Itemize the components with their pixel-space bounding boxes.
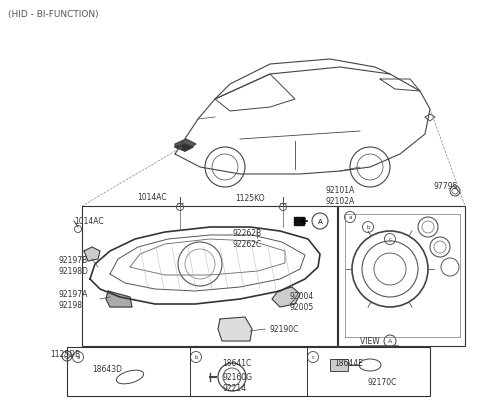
- Polygon shape: [272, 287, 300, 307]
- Text: 92197B
92198D: 92197B 92198D: [58, 255, 88, 275]
- Text: 92262B
92262C: 92262B 92262C: [232, 229, 261, 249]
- Text: 18644E: 18644E: [334, 358, 363, 368]
- Text: c: c: [388, 237, 392, 242]
- Bar: [338, 207, 465, 346]
- Text: 1014AC: 1014AC: [74, 217, 104, 226]
- Polygon shape: [218, 317, 252, 341]
- Text: 1014AC: 1014AC: [137, 193, 167, 202]
- Text: 97795: 97795: [433, 182, 457, 191]
- Text: VIEW: VIEW: [360, 337, 382, 346]
- Text: 92004
92005: 92004 92005: [290, 291, 314, 311]
- Bar: [330, 359, 348, 371]
- Polygon shape: [106, 291, 132, 307]
- Polygon shape: [175, 140, 196, 152]
- Text: A: A: [388, 339, 392, 344]
- Text: c: c: [312, 354, 314, 360]
- Bar: [82, 207, 337, 346]
- Text: 18641C: 18641C: [222, 358, 251, 368]
- Polygon shape: [84, 247, 100, 261]
- Polygon shape: [175, 145, 193, 152]
- Text: 92170C: 92170C: [368, 378, 397, 387]
- Text: 92160G
92214: 92160G 92214: [222, 372, 252, 392]
- Text: b: b: [366, 225, 370, 230]
- Text: 92190C: 92190C: [270, 325, 300, 334]
- Text: 1125KO: 1125KO: [235, 194, 265, 203]
- Text: 92101A
92102A: 92101A 92102A: [325, 186, 354, 206]
- Polygon shape: [294, 217, 304, 225]
- Bar: [67, 347, 430, 396]
- Text: 1125DB: 1125DB: [50, 350, 80, 358]
- Text: b: b: [194, 354, 198, 360]
- Text: 92197A
92198: 92197A 92198: [58, 289, 87, 309]
- Text: a: a: [76, 354, 80, 360]
- Text: 18643D: 18643D: [92, 365, 122, 374]
- Text: (HID - BI-FUNCTION): (HID - BI-FUNCTION): [8, 10, 98, 19]
- Text: a: a: [348, 215, 352, 220]
- Text: A: A: [318, 219, 323, 225]
